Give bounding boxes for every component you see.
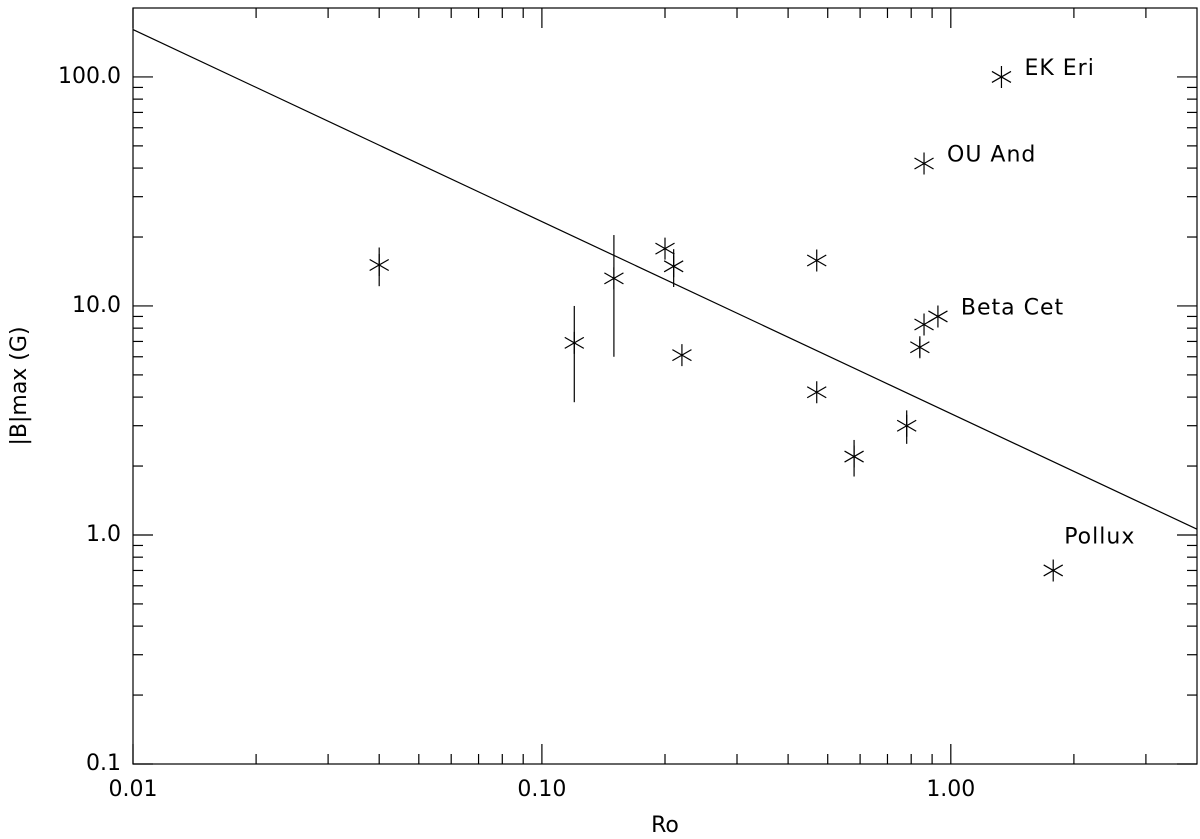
y-tick-label: 1.0 (86, 522, 121, 547)
data-point (1043, 559, 1064, 582)
point-label: Beta Cet (961, 295, 1064, 320)
y-tick-label: 0.1 (86, 751, 121, 776)
x-tick-label: 1.00 (926, 777, 975, 802)
data-point (928, 305, 948, 328)
x-tick-label: 0.01 (109, 777, 158, 802)
point-label: Pollux (1064, 524, 1135, 549)
data-point (806, 249, 827, 272)
fit-line (132, 29, 1198, 530)
data-point (672, 344, 692, 367)
y-axis-label: |B|max (G) (7, 326, 32, 445)
data-point (991, 65, 1012, 88)
y-tick-label: 10.0 (72, 293, 121, 318)
data-point (806, 381, 827, 404)
data-point (655, 237, 675, 260)
y-tick-label: 100.0 (58, 64, 121, 89)
x-axis-label: Ro (651, 813, 679, 838)
data-point (914, 313, 934, 336)
point-label: EK Eri (1024, 56, 1094, 81)
plot-frame (132, 7, 1198, 765)
point-label: OU And (947, 142, 1036, 167)
data-point (914, 152, 934, 175)
x-tick-label: 0.10 (517, 777, 566, 802)
